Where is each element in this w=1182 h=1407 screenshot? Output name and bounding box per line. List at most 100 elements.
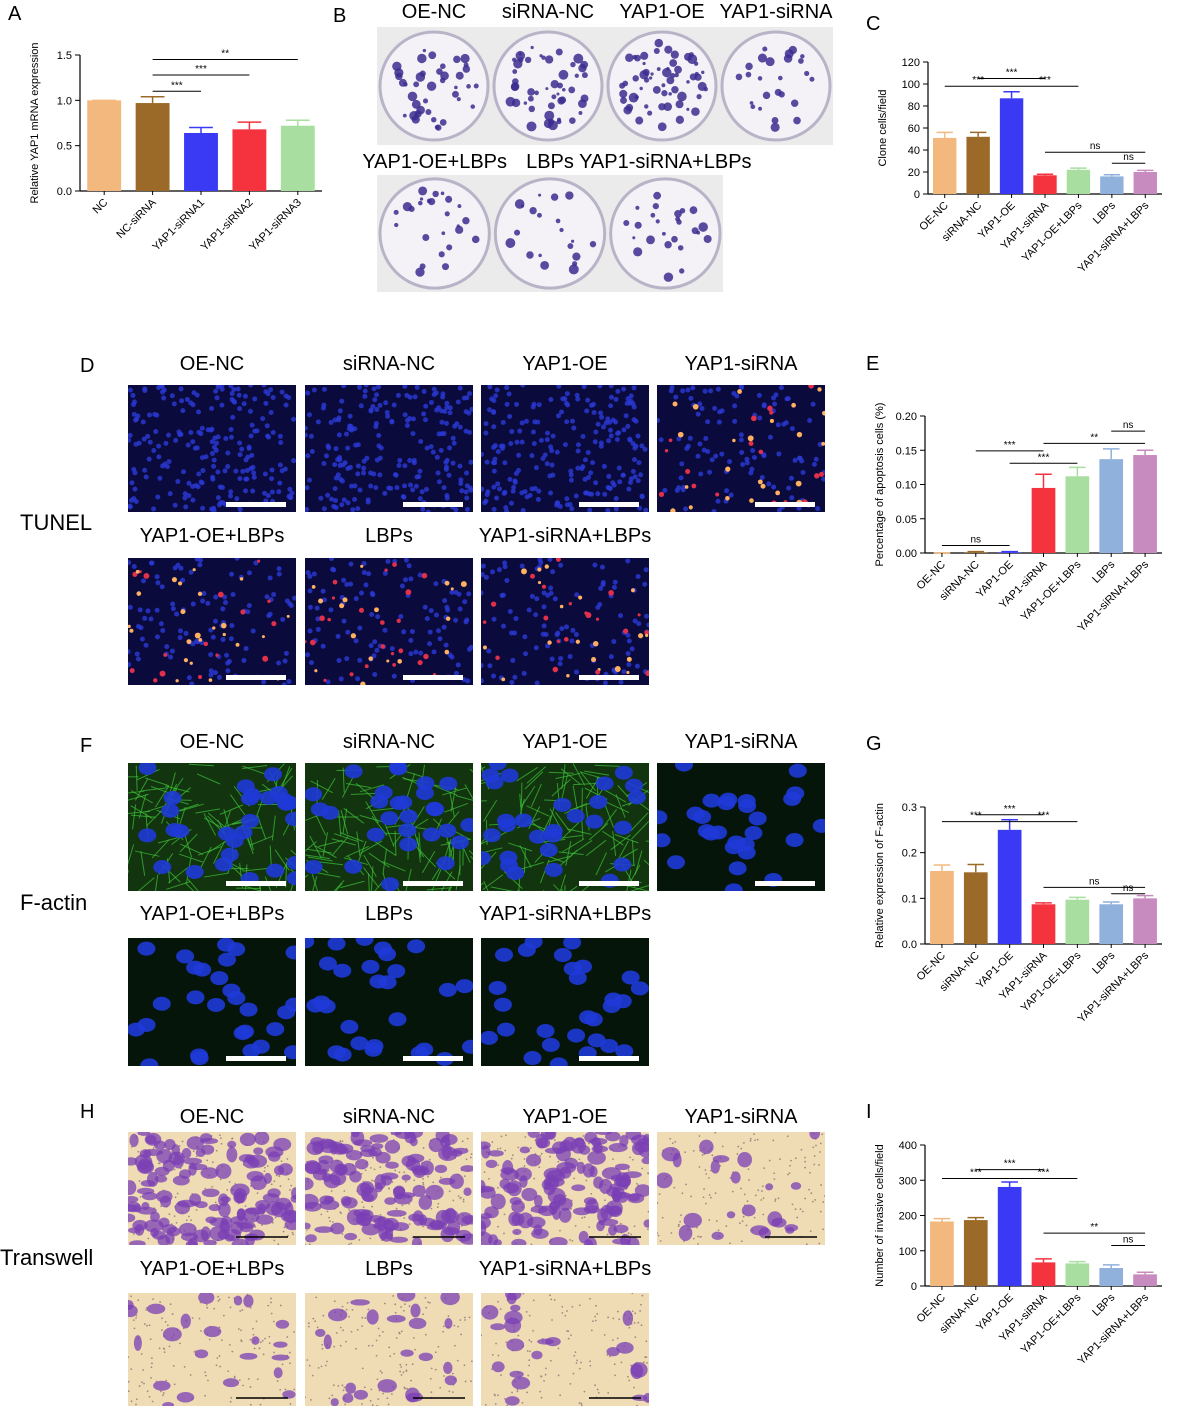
- pore: [214, 1201, 217, 1204]
- nucleus: [387, 964, 406, 979]
- nucleus: [180, 577, 186, 583]
- nucleus: [197, 562, 203, 568]
- nucleus: [153, 860, 172, 875]
- colony: [620, 96, 627, 104]
- nucleus: [636, 621, 642, 627]
- nucleus: [450, 435, 456, 441]
- nucleus: [154, 634, 160, 640]
- invasive-cell: [463, 1187, 472, 1197]
- nucleus: [382, 627, 388, 633]
- pore: [169, 1303, 172, 1306]
- colony: [643, 77, 650, 83]
- apoptotic-cell: [495, 655, 500, 661]
- nucleus: [501, 623, 507, 629]
- nucleus: [427, 629, 433, 635]
- nucleus: [627, 790, 646, 805]
- nucleus: [344, 582, 350, 588]
- pore: [402, 1309, 405, 1312]
- pore: [619, 1222, 622, 1225]
- pore: [377, 1327, 380, 1330]
- nucleus: [231, 386, 237, 392]
- pore: [569, 1382, 572, 1385]
- nucleus: [344, 764, 363, 779]
- pore: [185, 1219, 188, 1222]
- colony: [622, 80, 629, 87]
- invasive-cell: [390, 1132, 402, 1136]
- apoptotic-cell: [450, 587, 454, 591]
- pore: [757, 1189, 760, 1192]
- colony: [677, 245, 684, 251]
- bar: [1066, 169, 1091, 194]
- nucleus: [438, 823, 457, 838]
- colony: [634, 221, 642, 229]
- nucleus: [234, 825, 253, 840]
- pore: [400, 1330, 403, 1333]
- nucleus: [223, 435, 229, 441]
- pore: [268, 1335, 271, 1338]
- pore: [463, 1175, 466, 1178]
- pore: [305, 1243, 307, 1245]
- apoptotic-cell: [177, 581, 183, 586]
- nucleus: [778, 385, 784, 391]
- nucleus: [181, 469, 187, 475]
- pore: [639, 1310, 641, 1312]
- nucleus: [424, 616, 430, 622]
- nucleus: [628, 393, 634, 399]
- pore: [466, 1137, 469, 1140]
- actin-fiber: [631, 820, 649, 840]
- pore: [166, 1324, 169, 1327]
- nucleus: [420, 506, 426, 512]
- nucleus: [276, 489, 282, 495]
- y-tick-label: 300: [899, 1175, 917, 1187]
- invasive-cell: [506, 1293, 517, 1305]
- invasive-cell: [327, 1308, 348, 1322]
- colony: [431, 116, 437, 123]
- nucleus: [239, 446, 245, 452]
- invasive-cell: [285, 1202, 294, 1217]
- nucleus: [183, 630, 189, 636]
- invasive-cell: [699, 1139, 714, 1155]
- y-tick-label: 0.5: [57, 141, 72, 153]
- pore: [454, 1344, 456, 1347]
- pore: [760, 1199, 763, 1201]
- nucleus: [219, 386, 225, 392]
- colony: [515, 50, 526, 61]
- colony: [652, 85, 661, 94]
- nucleus: [135, 623, 141, 629]
- pore: [379, 1370, 382, 1372]
- nucleus: [410, 487, 416, 493]
- pore: [249, 1386, 252, 1388]
- nucleus: [243, 645, 249, 651]
- invasive-cell: [504, 1317, 522, 1334]
- pore: [132, 1319, 135, 1322]
- y-tick-label: 20: [908, 167, 920, 179]
- significance-label: ***: [171, 80, 183, 91]
- pore: [503, 1213, 506, 1216]
- actin-fiber: [643, 859, 649, 866]
- nucleus: [618, 679, 624, 685]
- invasive-cell: [239, 1132, 256, 1147]
- nucleus: [507, 476, 513, 482]
- pore: [762, 1213, 765, 1216]
- invasive-cell: [546, 1169, 566, 1183]
- invasive-cell: [481, 1304, 499, 1320]
- pore: [538, 1166, 541, 1169]
- pore: [386, 1397, 389, 1400]
- micrograph: [481, 1293, 649, 1406]
- actin-fiber: [555, 772, 581, 780]
- nucleus: [412, 394, 418, 400]
- nucleus: [328, 607, 334, 613]
- pore: [271, 1221, 274, 1224]
- nucleus: [281, 682, 287, 685]
- colony: [654, 38, 664, 48]
- apoptotic-cell: [544, 564, 549, 569]
- micrograph-background: [481, 558, 649, 685]
- bar: [963, 552, 988, 553]
- colony: [527, 95, 534, 102]
- nucleus: [159, 584, 165, 590]
- colony: [526, 251, 534, 259]
- pore: [640, 1324, 643, 1327]
- nucleus: [389, 646, 395, 652]
- scale-bar: [579, 502, 639, 507]
- invasive-cell: [412, 1210, 424, 1226]
